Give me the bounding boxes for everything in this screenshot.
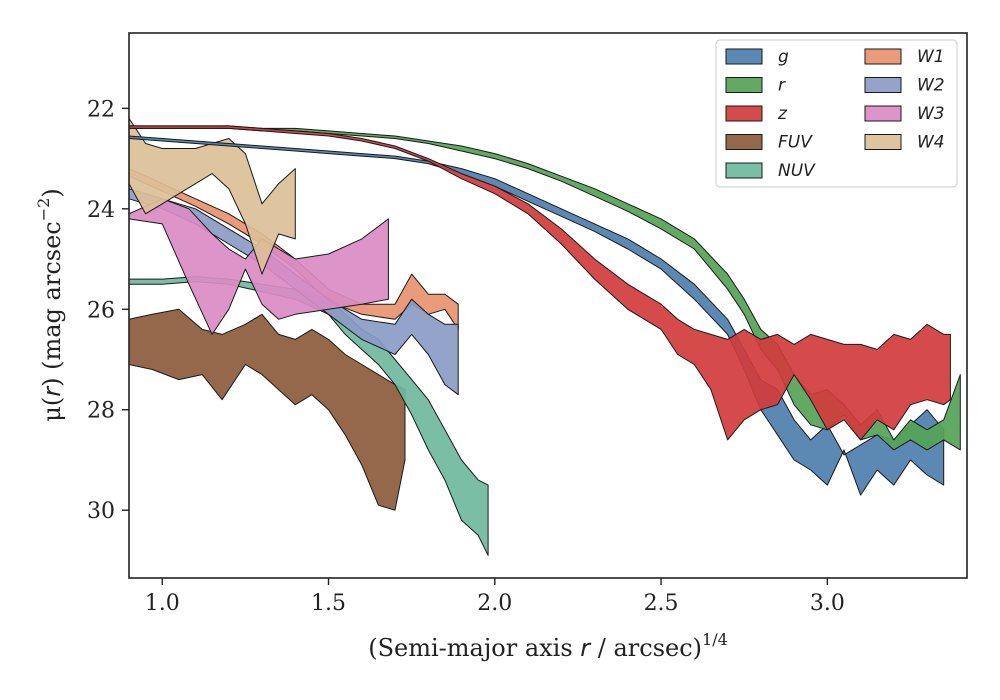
legend-swatch-fuv (725, 134, 763, 150)
legend-label-g: g (778, 47, 789, 67)
legend-label-w2: W2 (917, 76, 945, 96)
legend-swatch-w4 (864, 134, 902, 150)
legend-swatch-z (725, 105, 763, 122)
legend-swatch-nuv (725, 162, 763, 179)
x-axis-ticks: 1.0 1.5 2.0 2.5 3.0 (145, 578, 845, 616)
legend: grz FUV NUV W1 W2 W3 W4 (715, 39, 958, 188)
legend-swatch-w3 (864, 105, 902, 122)
plot-frame (128, 32, 968, 579)
legend-box (715, 39, 958, 188)
legend-label-w4: W4 (917, 133, 945, 153)
legend-swatch-g (725, 48, 763, 65)
y-axis-label: μ(r) (mag arcsec−2) (34, 188, 66, 421)
x-tick-label: 1.5 (311, 591, 346, 616)
legend-label-z: z (777, 104, 788, 124)
legend-label-r: r (778, 76, 786, 96)
band-w3 (128, 198, 389, 335)
legend-label-fuv: FUV (778, 133, 813, 153)
band-z (128, 125, 951, 441)
y-tick-label: 26 (87, 298, 115, 323)
legend-swatch-w1 (864, 48, 902, 65)
legend-label-w1: W1 (917, 47, 945, 67)
legend-swatch-r (725, 77, 763, 93)
x-tick-label: 2.0 (477, 591, 512, 616)
x-tick-label: 1.0 (145, 591, 180, 616)
legend-label-nuv: NUV (778, 161, 816, 181)
legend-items: grz FUV NUV W1 W2 W3 W4 (725, 47, 945, 181)
band-fuv (128, 308, 406, 511)
bands-layer (128, 117, 961, 556)
band-w4 (128, 117, 296, 275)
y-tick-label: 30 (87, 499, 115, 524)
legend-swatch-w2 (864, 77, 902, 93)
y-tick-label: 28 (87, 399, 115, 424)
y-tick-label: 24 (87, 198, 115, 223)
y-tick-label: 22 (87, 97, 115, 122)
y-axis-ticks: 22 24 26 28 30 (87, 97, 129, 524)
legend-label-w3: W3 (917, 104, 945, 124)
x-tick-label: 2.5 (644, 591, 679, 616)
x-tick-label: 3.0 (810, 591, 845, 616)
x-axis-label: (Semi-major axis r / arcsec)1/4 (368, 630, 728, 662)
